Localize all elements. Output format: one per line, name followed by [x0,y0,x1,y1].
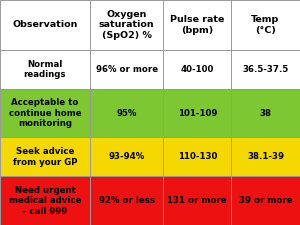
Text: Acceptable to
continue home
monitoring: Acceptable to continue home monitoring [9,98,81,128]
Text: Need urgent
medical advice
– call 999: Need urgent medical advice – call 999 [9,186,81,216]
Text: Normal
readings: Normal readings [24,60,66,79]
Text: 38.1-39: 38.1-39 [247,152,284,161]
Text: Observation: Observation [12,20,78,29]
Bar [231,89,300,137]
Bar [231,176,300,225]
Bar [164,50,231,89]
Text: Seek advice
from your GP: Seek advice from your GP [13,147,77,166]
Bar [231,50,300,89]
Bar [90,176,164,225]
Text: 36.5-37.5: 36.5-37.5 [242,65,289,74]
Text: 92% or less: 92% or less [99,196,155,205]
Bar [90,0,164,50]
Bar [164,137,231,176]
Text: 95%: 95% [117,109,137,118]
Text: 39 or more: 39 or more [239,196,292,205]
Bar [90,50,164,89]
Bar [0,0,90,50]
Text: Temp
(°C): Temp (°C) [251,15,280,35]
Bar [0,50,90,89]
Text: 38: 38 [260,109,272,118]
Text: 131 or more: 131 or more [167,196,227,205]
Bar [0,176,90,225]
Text: Pulse rate
(bpm): Pulse rate (bpm) [170,15,224,35]
Bar [231,137,300,176]
Bar [164,176,231,225]
Text: 110-130: 110-130 [178,152,217,161]
Bar [0,89,90,137]
Bar [90,137,164,176]
Bar [90,89,164,137]
Bar [164,89,231,137]
Text: Oxygen
saturation
(SpO2) %: Oxygen saturation (SpO2) % [99,10,154,40]
Text: 40-100: 40-100 [181,65,214,74]
Text: 93-94%: 93-94% [109,152,145,161]
Bar [164,0,231,50]
Bar [0,137,90,176]
Text: 101-109: 101-109 [178,109,217,118]
Text: 96% or more: 96% or more [96,65,158,74]
Bar [231,0,300,50]
